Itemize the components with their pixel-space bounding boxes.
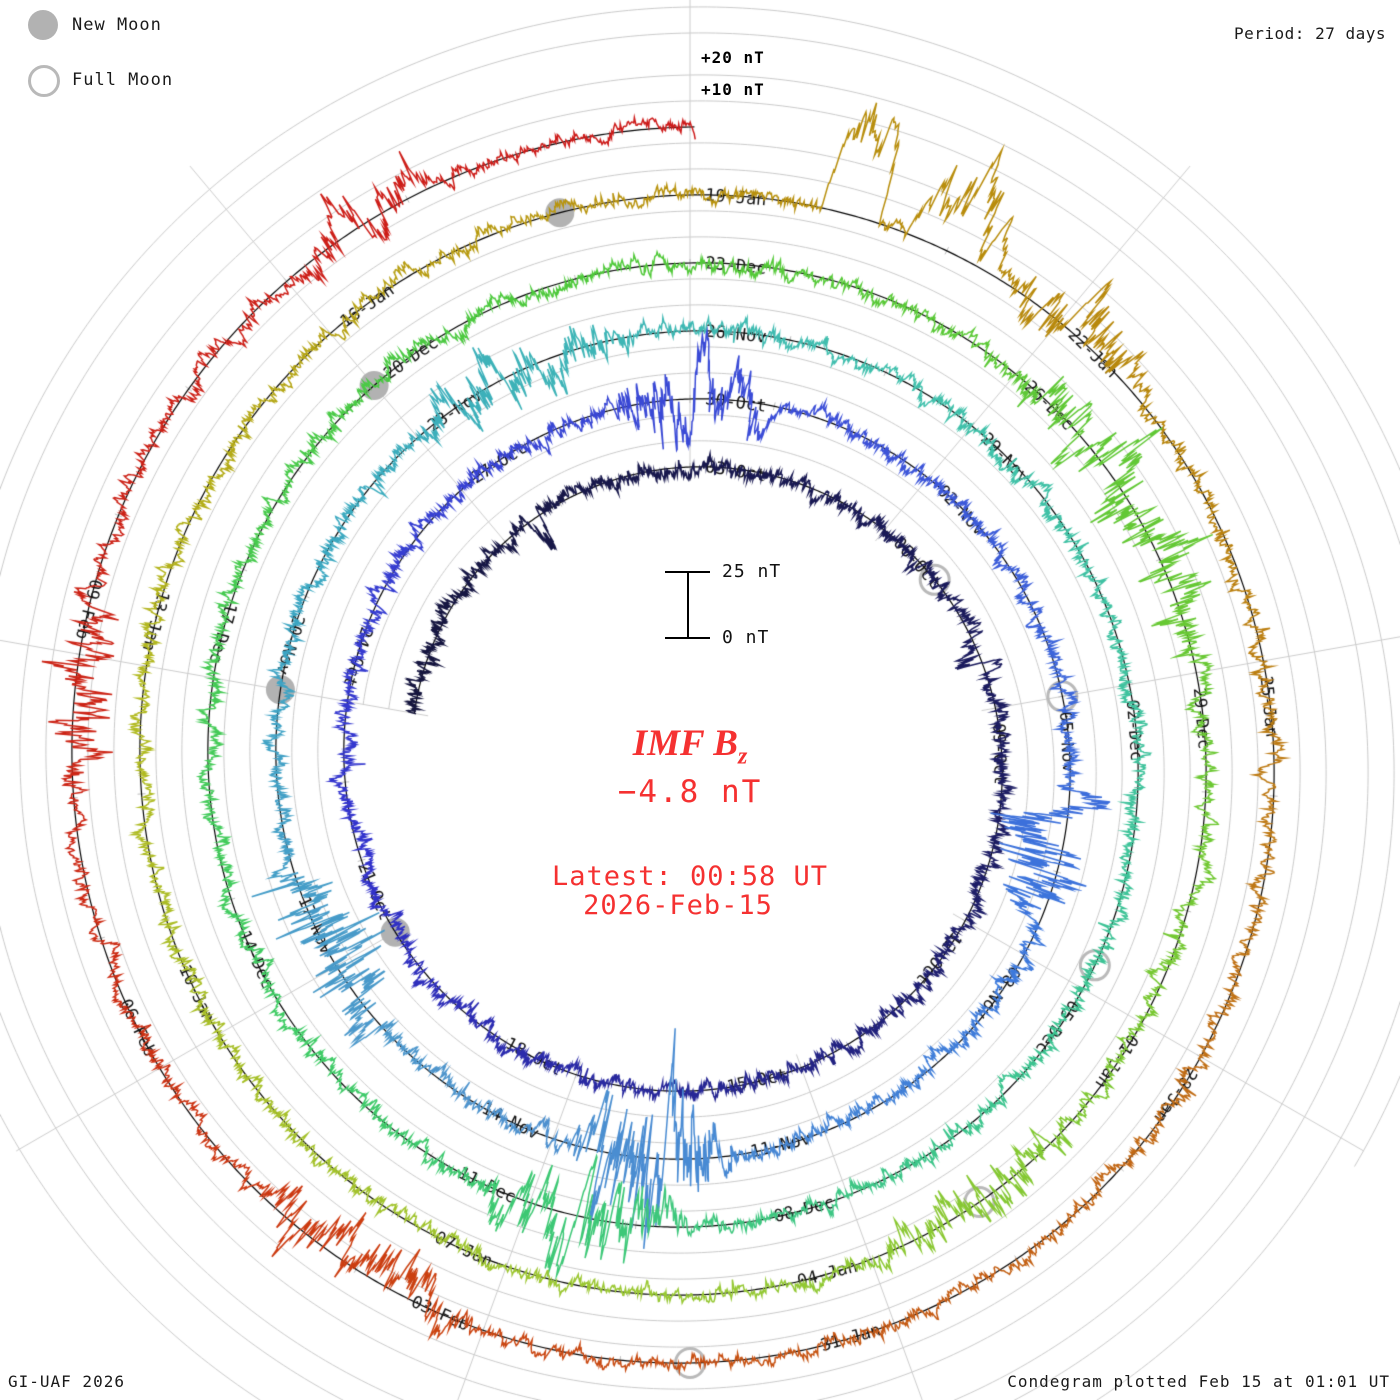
new-moon-icon	[28, 10, 58, 40]
grid-label-plus10: +10 nT	[701, 80, 765, 99]
scale-bottom-label: 0 nT	[722, 627, 770, 648]
latest-time-label: Latest: 00:58 UT	[551, 861, 829, 892]
scale-bar-bottom-cap	[665, 637, 710, 639]
grid-label-plus20: +20 nT	[701, 48, 765, 67]
credit-label: GI-UAF 2026	[8, 1372, 125, 1391]
chart-title: IMF Bz	[440, 722, 940, 770]
new-moon-label: New Moon	[72, 15, 162, 35]
full-moon-icon	[28, 65, 60, 97]
full-moon-label: Full Moon	[72, 70, 174, 90]
plotted-time-label: Condegram plotted Feb 15 at 01:01 UT	[1007, 1372, 1390, 1391]
scale-bar-top-cap	[665, 571, 710, 573]
scale-bar-line	[687, 572, 689, 638]
latest-date-label: 2026-Feb-15	[583, 890, 773, 921]
chart-title-text: IMF B	[632, 723, 738, 764]
current-value: −4.8 nT	[617, 774, 763, 810]
period-label: Period: 27 days	[1234, 24, 1386, 43]
chart-title-subscript: z	[737, 743, 748, 770]
scale-top-label: 25 nT	[722, 561, 782, 582]
